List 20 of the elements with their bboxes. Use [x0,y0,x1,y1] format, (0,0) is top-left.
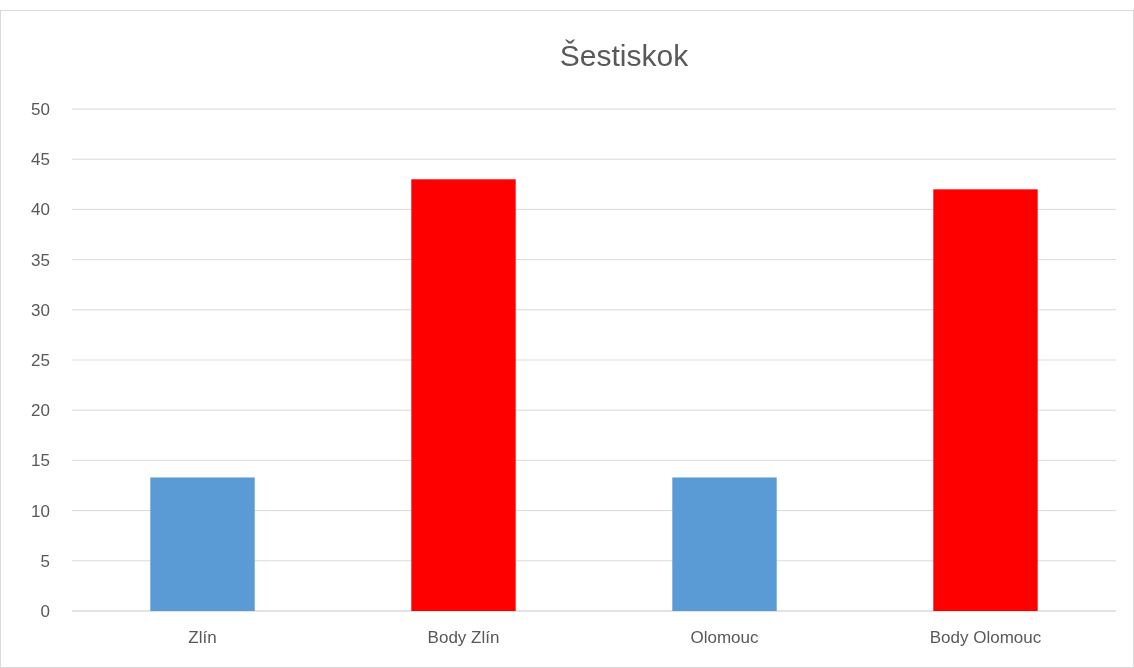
x-tick-label: Body Olomouc [929,628,1042,647]
y-tick-label: 50 [31,99,50,119]
y-tick-label: 40 [31,200,50,220]
y-tick-label: 45 [31,150,50,170]
chart-title: Šestiskok [559,39,690,72]
y-tick-label: 30 [31,300,50,320]
bar [933,189,1038,611]
y-tick-label: 10 [31,501,50,521]
y-tick-label: 35 [31,250,50,270]
x-tick-label: Body Zlín [427,628,500,647]
y-tick-label: 0 [40,601,50,621]
y-tick-label: 20 [31,401,50,421]
x-tick-label: Olomouc [690,628,760,647]
y-tick-label: 5 [40,551,50,571]
bar [150,477,255,611]
bar [411,179,516,611]
bar [672,477,777,611]
x-tick-label: Zlín [188,628,217,647]
y-tick-label: 25 [31,350,50,370]
y-tick-label: 15 [31,451,50,471]
